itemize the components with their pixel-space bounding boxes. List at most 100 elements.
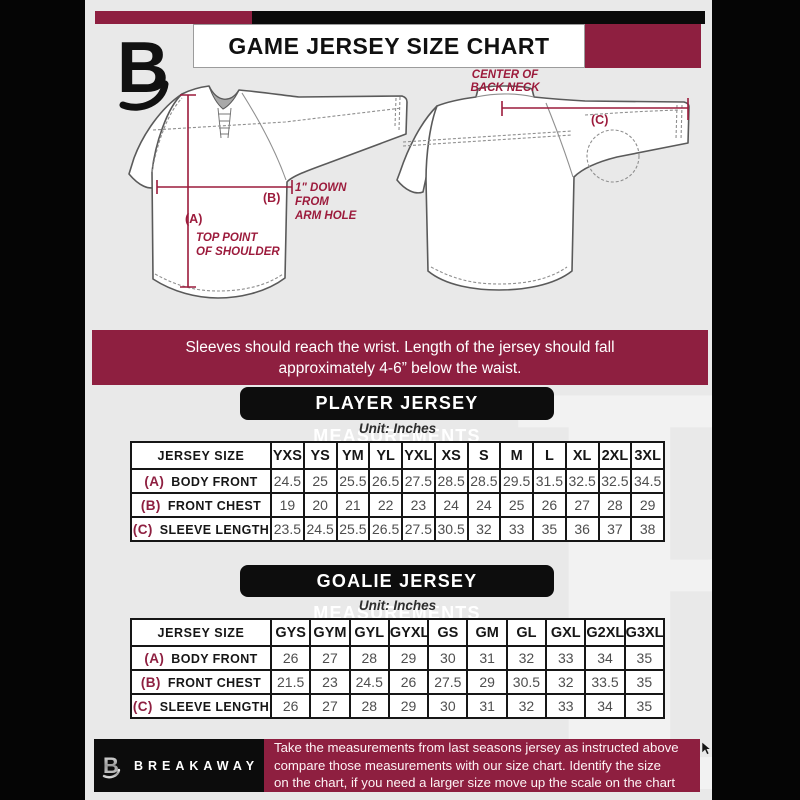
cell: 26 — [532, 492, 567, 518]
measure-line-C — [501, 98, 689, 120]
cell: 29.5 — [499, 468, 534, 494]
cell: 27 — [309, 693, 351, 719]
row-name: FRONT CHEST — [167, 498, 262, 513]
row-label: (A) BODY FRONT — [130, 645, 272, 671]
size-col: G2XL — [584, 618, 626, 647]
back-hem-stitch — [430, 266, 568, 285]
footer-instruction-line3: on the chart, if you need a larger size … — [274, 775, 675, 791]
player-header-row: JERSEY SIZE YXS YS YM YL YXL XS S M L XL… — [130, 441, 665, 470]
front-yoke-seam — [152, 107, 403, 131]
cell: 32 — [545, 669, 587, 695]
brand-name: BREAKAWAY — [133, 758, 260, 773]
measure-line-B — [156, 180, 293, 194]
row-key: (B) — [140, 497, 161, 513]
cell: 35 — [623, 645, 666, 671]
front-label-b: (B) — [263, 191, 280, 205]
front-cuff-stitch — [394, 96, 401, 131]
cell: 24.5 — [348, 669, 390, 695]
size-col: YL — [368, 441, 403, 470]
jersey-diagrams: (A) TOP POINT OF SHOULDER (B) 1" DOWN FR… — [128, 69, 690, 299]
size-col: GM — [466, 618, 508, 647]
back-raglan-seam — [545, 102, 574, 178]
cell: 25 — [499, 492, 534, 518]
cell: 27 — [564, 492, 600, 518]
row-label: (C) SLEEVE LENGTH — [130, 516, 272, 542]
breakaway-logo-icon: B — [117, 28, 169, 111]
front-b-note-3: ARM HOLE — [294, 210, 357, 222]
back-arm-seam — [584, 109, 681, 116]
size-col: XL — [564, 441, 600, 470]
row-label: (B) FRONT CHEST — [130, 669, 272, 695]
player-body-front-row: (A) BODY FRONT 24.5 25 25.5 26.5 27.5 28.… — [130, 468, 665, 494]
front-a-note-2: OF SHOULDER — [196, 246, 280, 258]
cell: 20 — [302, 492, 338, 518]
size-col: GYS — [269, 618, 312, 647]
row-name: BODY FRONT — [171, 474, 258, 489]
footer-instructions: Take the measurements from last seasons … — [264, 739, 700, 792]
cell: 28.5 — [466, 468, 502, 494]
cell: 28 — [348, 645, 390, 671]
size-col: G3XL — [623, 618, 666, 647]
back-label-c: (C) — [591, 113, 608, 127]
row-name: SLEEVE LENGTH — [159, 522, 270, 537]
goalie-front-chest-row: (B) FRONT CHEST 21.5 23 24.5 26 27.5 29 3… — [130, 669, 666, 695]
chart-page: B GAME JERSEY SIZE CHART B — [85, 0, 712, 800]
size-col: GYL — [348, 618, 390, 647]
cell: 30.5 — [505, 669, 548, 695]
cell: 31 — [466, 693, 508, 719]
footer-logo-icon: B — [102, 753, 121, 778]
cell: 32.5 — [564, 468, 600, 494]
row-label: (B) FRONT CHEST — [130, 492, 272, 518]
cell: 35 — [623, 693, 666, 719]
fit-note-banner: Sleeves should reach the wrist. Length o… — [92, 330, 708, 385]
player-size-table: JERSEY SIZE YXS YS YM YL YXL XS S M L XL… — [130, 441, 665, 542]
cell: 31 — [466, 645, 508, 671]
cell: 32 — [466, 516, 502, 542]
player-sleeve-length-row: (C) SLEEVE LENGTH 23.5 24.5 25.5 26.5 27.… — [130, 516, 665, 542]
cell: 21.5 — [269, 669, 312, 695]
cell: 30.5 — [433, 516, 469, 542]
cell: 34 — [584, 645, 626, 671]
size-col: GS — [427, 618, 469, 647]
footer-instruction-line1: Take the measurements from last seasons … — [274, 740, 679, 756]
cell: 21 — [335, 492, 371, 518]
cell: 29 — [387, 693, 430, 719]
row-name: FRONT CHEST — [167, 675, 262, 690]
goalie-unit-label: Unit: Inches — [358, 598, 437, 613]
footer-logo-flourish — [102, 768, 121, 778]
size-col: GL — [505, 618, 548, 647]
back-c-note-1: CENTER OF — [472, 69, 539, 81]
cell: 26.5 — [368, 468, 403, 494]
back-cuff-stitch — [675, 104, 683, 141]
cell: 26 — [269, 693, 312, 719]
cell: 27.5 — [427, 669, 469, 695]
cell: 28 — [348, 693, 390, 719]
goalie-size-header-cell: JERSEY SIZE — [130, 618, 272, 647]
cell: 23 — [309, 669, 351, 695]
size-col: YM — [335, 441, 371, 470]
goalie-body-front-row: (A) BODY FRONT 26 27 28 29 30 31 32 33 34… — [130, 645, 666, 671]
row-name: BODY FRONT — [171, 651, 258, 666]
back-collar-seam — [475, 93, 535, 98]
cell: 28.5 — [433, 468, 469, 494]
cell: 23 — [401, 492, 436, 518]
cell: 32.5 — [597, 468, 633, 494]
cell: 32 — [505, 693, 548, 719]
cell: 29 — [387, 645, 430, 671]
goalie-header-row: JERSEY SIZE GYS GYM GYL GYXL GS GM GL GX… — [130, 618, 666, 647]
cell: 31.5 — [532, 468, 567, 494]
cell: 29 — [466, 669, 508, 695]
row-name: SLEEVE LENGTH — [159, 699, 270, 714]
size-col: YXL — [401, 441, 436, 470]
back-yoke-seam — [402, 130, 573, 147]
cell: 30 — [427, 645, 469, 671]
cell: 24.5 — [302, 516, 338, 542]
accent-strip-maroon — [95, 11, 252, 24]
player-unit-label: Unit: Inches — [358, 421, 437, 436]
cell: 33.5 — [584, 669, 626, 695]
front-b-note-1: 1" DOWN — [295, 182, 347, 194]
row-key: (A) — [144, 650, 165, 666]
row-key: (A) — [144, 473, 165, 489]
cell: 24.5 — [270, 468, 305, 494]
